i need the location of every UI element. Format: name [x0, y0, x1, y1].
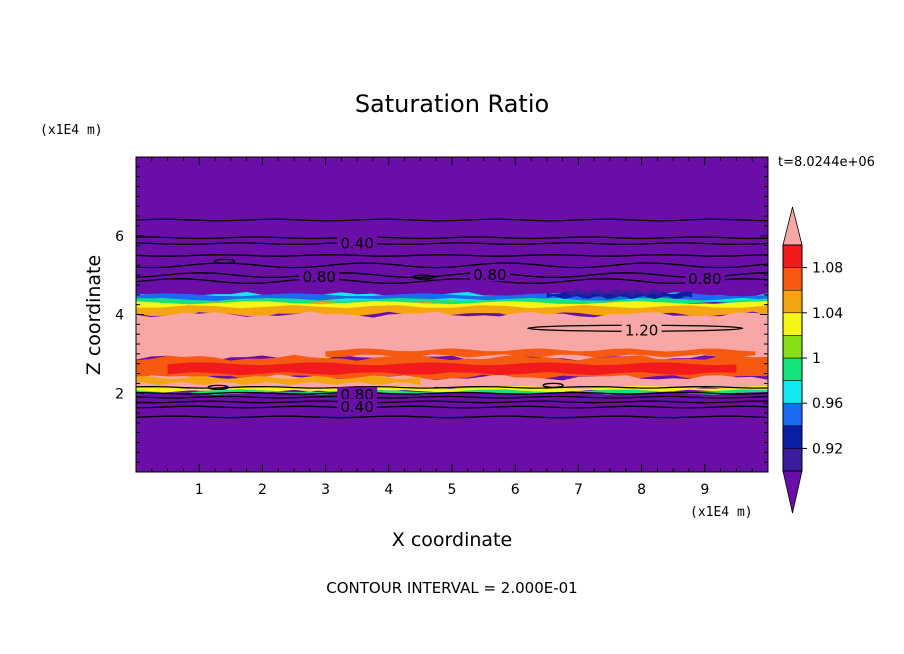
colorbar-tick-label: 1 [812, 351, 821, 367]
x-tick-label: 5 [448, 482, 457, 498]
contour-label-bg [684, 271, 725, 286]
colorbar-tick-label: 0.96 [812, 396, 843, 412]
x-tick-label: 7 [574, 482, 583, 498]
y-axis: 2 4 6 [115, 156, 768, 473]
y-axis-label: Z coordinate [83, 255, 105, 375]
colorbar-segment [782, 448, 803, 472]
band-streak [325, 348, 756, 358]
contour-blob [207, 384, 229, 390]
x-tick-label: 9 [700, 482, 709, 498]
contour-label: 0.80 [473, 266, 506, 284]
contour-line [136, 400, 768, 404]
band-streak [136, 375, 421, 385]
contour-labels: 0.400.80 0.80 0.801.200.800.40 [299, 235, 725, 416]
x-unit-label: (x1E4 m) [690, 505, 753, 520]
contour-line [136, 405, 768, 409]
contour-line [136, 236, 768, 240]
colorbar-segment [782, 402, 803, 427]
contour-line [136, 395, 768, 399]
x-tick-label: 8 [637, 482, 646, 498]
chart-title: Saturation Ratio [355, 90, 549, 118]
band-streak [136, 298, 768, 305]
x-tick-label: 2 [258, 482, 267, 498]
contour-label-bg [337, 399, 378, 414]
colorbar-over-arrow [782, 206, 803, 246]
colorbar-segment [782, 244, 803, 268]
contour-line [136, 385, 768, 389]
colorbar-segment [782, 312, 803, 336]
contour-line [136, 218, 768, 222]
x-axis: 1 2 3 4 5 6 7 8 9 [135, 157, 769, 498]
contour-label-bg [299, 269, 340, 284]
contour-fill-area [136, 157, 768, 472]
contour-label-bg [337, 387, 378, 402]
colorbar-segment [782, 289, 803, 314]
contour-line [136, 272, 768, 279]
colorbar-segment [782, 357, 803, 381]
colorbar-segment [782, 425, 803, 449]
band [136, 299, 768, 318]
colorbar-segment [782, 380, 803, 404]
contour-interval-note: CONTOUR INTERVAL = 2.000E-01 [326, 579, 577, 597]
y-unit-label: (x1E4 m) [40, 123, 103, 138]
colorbar-tick-label: 0.92 [812, 441, 843, 457]
band-streak [167, 362, 737, 376]
colorbar: 0.92 0.96 1 1.04 1.08 [782, 206, 843, 514]
time-label: t=8.0244e+06 [778, 155, 875, 170]
colorbar-segment [782, 267, 803, 291]
colorbar-segment [782, 335, 803, 359]
contour-line [136, 254, 768, 257]
contour-line [136, 278, 768, 285]
contour-label-bg [469, 267, 510, 282]
contour-label: 1.20 [625, 321, 658, 339]
contour-line [136, 262, 768, 269]
y-tick-label: 4 [115, 308, 124, 324]
contour-label: 0.40 [340, 398, 373, 416]
contour-line [136, 242, 768, 246]
contour-label: 0.80 [303, 268, 336, 286]
x-tick-label: 3 [321, 482, 330, 498]
contour-blob [542, 382, 564, 389]
y-tick-label: 2 [115, 386, 124, 402]
x-tick-label: 4 [384, 482, 393, 498]
x-tick-label: 1 [195, 482, 204, 498]
band [136, 311, 768, 361]
x-axis-label: X coordinate [392, 529, 512, 551]
colorbar-tick-label: 1.04 [812, 306, 843, 322]
contour-lines [136, 218, 768, 419]
contour-line [136, 415, 768, 419]
y-tick-label: 6 [115, 229, 124, 245]
contour-label-bg [621, 322, 662, 337]
contour-label-bg [337, 235, 378, 250]
band [136, 393, 768, 472]
colorbar-under-arrow [782, 470, 803, 514]
contour-line [136, 391, 768, 395]
band [136, 157, 768, 295]
colorbar-tick-label: 1.08 [812, 261, 843, 277]
contour-label: 0.80 [688, 270, 721, 288]
contour-blob [412, 274, 435, 280]
contour-blob [213, 258, 236, 264]
x-tick-label: 6 [511, 482, 520, 498]
contour-label: 0.40 [340, 235, 373, 253]
band-streak [565, 289, 661, 297]
band-streak [136, 301, 768, 309]
